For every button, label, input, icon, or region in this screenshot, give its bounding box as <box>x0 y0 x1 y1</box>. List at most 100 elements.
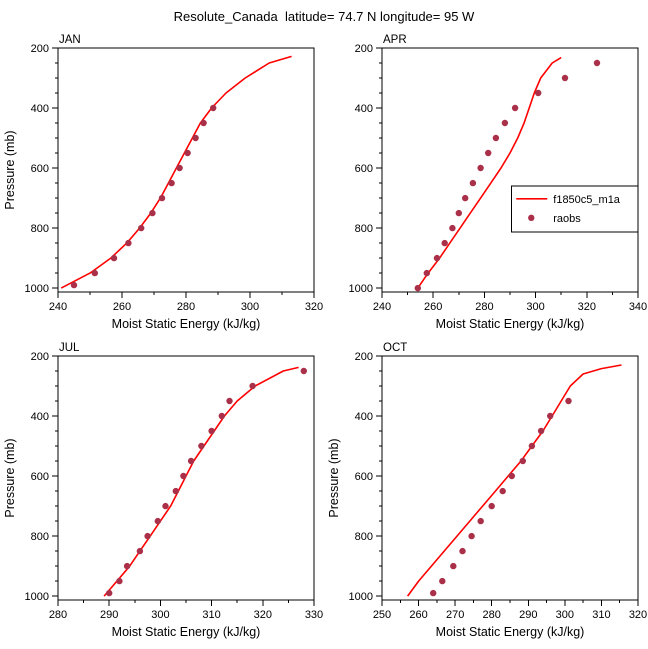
panel-month-label: JAN <box>59 34 81 46</box>
raobs-dot <box>138 224 145 232</box>
axes <box>52 47 315 298</box>
y-tick-label: 200 <box>31 43 49 55</box>
raobs-dots <box>430 397 572 597</box>
raobs-dot <box>172 487 179 495</box>
raobs-dot <box>218 412 225 420</box>
plot-frame <box>57 47 315 293</box>
raobs-dot <box>430 589 437 597</box>
y-tick-label: 600 <box>31 163 49 175</box>
legend-dot-sample <box>528 214 535 222</box>
model-line <box>103 366 299 597</box>
raobs-dot <box>462 194 469 202</box>
raobs-dot <box>501 119 509 127</box>
x-tick-label: 250 <box>373 609 391 621</box>
raobs-dot <box>547 412 554 420</box>
axes <box>52 355 315 606</box>
raobs-dot <box>468 532 475 540</box>
y-axis-title: Pressure (mb) <box>3 438 17 517</box>
x-tick-label: 260 <box>424 301 442 313</box>
raobs-dot <box>208 427 215 435</box>
raobs-dot <box>110 254 118 262</box>
x-tick-label: 320 <box>629 609 647 621</box>
y-axis-title: Pressure (mb) <box>327 438 341 517</box>
raobs-dot <box>91 269 99 277</box>
x-tick-label: 300 <box>556 609 574 621</box>
panel-jul: 280 290 300 310 320 330 200 400 600 800 1000 JUL Moi… <box>3 342 323 639</box>
legend-box <box>510 185 639 233</box>
raobs-dot <box>469 179 477 187</box>
y-tick-label: 800 <box>355 531 373 543</box>
raobs-dot <box>184 149 191 157</box>
x-tick-label: 280 <box>49 609 67 621</box>
x-tick-label: 260 <box>409 609 427 621</box>
raobs-dot <box>485 149 492 157</box>
x-tick-label: 290 <box>100 609 118 621</box>
raobs-dot <box>449 224 456 232</box>
y-tick-label: 1000 <box>349 283 373 295</box>
raobs-dot <box>136 547 144 555</box>
panels-grid: 240 260 280 300 320 200 400 600 800 1000 JAN Moist … <box>0 30 648 646</box>
y-tick-label: 400 <box>31 411 49 423</box>
plot-frame <box>381 47 639 293</box>
raobs-dot <box>300 367 307 375</box>
raobs-dot <box>168 179 175 187</box>
y-axis-title: Pressure (mb) <box>3 130 17 209</box>
raobs-dot <box>423 269 430 277</box>
raobs-dot <box>593 59 601 67</box>
model-line <box>60 55 292 289</box>
raobs-dot <box>144 532 151 540</box>
raobs-dot <box>508 472 515 480</box>
raobs-dot <box>535 89 542 97</box>
y-tick-label: 1000 <box>349 591 373 603</box>
x-axis-title: Moist Static Energy (kJ/kg) <box>112 625 261 639</box>
raobs-dot <box>414 284 421 292</box>
raobs-dot <box>70 281 78 289</box>
raobs-dot <box>200 119 207 127</box>
raobs-dot <box>192 134 199 142</box>
raobs-dot <box>477 164 484 172</box>
x-tick-label: 300 <box>241 301 259 313</box>
raobs-dot <box>459 547 466 555</box>
raobs-dot <box>450 562 457 570</box>
x-tick-label: 310 <box>592 609 610 621</box>
raobs-dot <box>488 502 495 510</box>
x-tick-label: 310 <box>202 609 220 621</box>
x-tick-label: 260 <box>113 301 131 313</box>
raobs-dot <box>125 239 132 247</box>
x-tick-label: 290 <box>519 609 537 621</box>
raobs-dot <box>537 427 545 435</box>
raobs-dots <box>70 104 217 289</box>
x-tick-label: 240 <box>49 301 67 313</box>
raobs-dot <box>477 517 484 525</box>
raobs-dot <box>149 209 156 217</box>
raobs-dots <box>106 367 307 597</box>
x-tick-label: 280 <box>483 609 501 621</box>
raobs-dot <box>249 382 256 390</box>
raobs-dot <box>528 442 536 450</box>
y-tick-label: 400 <box>31 103 49 115</box>
x-tick-label: 320 <box>578 301 596 313</box>
y-tick-label: 800 <box>355 223 373 235</box>
axes <box>376 47 639 298</box>
y-tick-label: 600 <box>355 471 373 483</box>
figure-title: Resolute_Canada latitude= 74.7 N longitu… <box>173 9 475 24</box>
model-line <box>417 56 562 289</box>
x-tick-label: 280 <box>475 301 493 313</box>
y-tick-label: 200 <box>31 351 49 363</box>
raobs-dot <box>123 562 131 570</box>
axes <box>376 355 639 606</box>
panel-month-label: OCT <box>383 342 407 354</box>
y-tick-label: 600 <box>355 163 373 175</box>
x-tick-label: 280 <box>177 301 195 313</box>
raobs-dot <box>455 209 462 217</box>
panel-jan: 240 260 280 300 320 200 400 600 800 1000 JAN Moist … <box>3 34 323 331</box>
raobs-dot <box>433 254 441 262</box>
raobs-dot <box>226 397 233 405</box>
x-tick-label: 340 <box>629 301 647 313</box>
raobs-dot <box>106 589 113 597</box>
raobs-dot <box>158 194 166 202</box>
plot-frame <box>57 355 315 601</box>
y-tick-label: 1000 <box>25 591 49 603</box>
